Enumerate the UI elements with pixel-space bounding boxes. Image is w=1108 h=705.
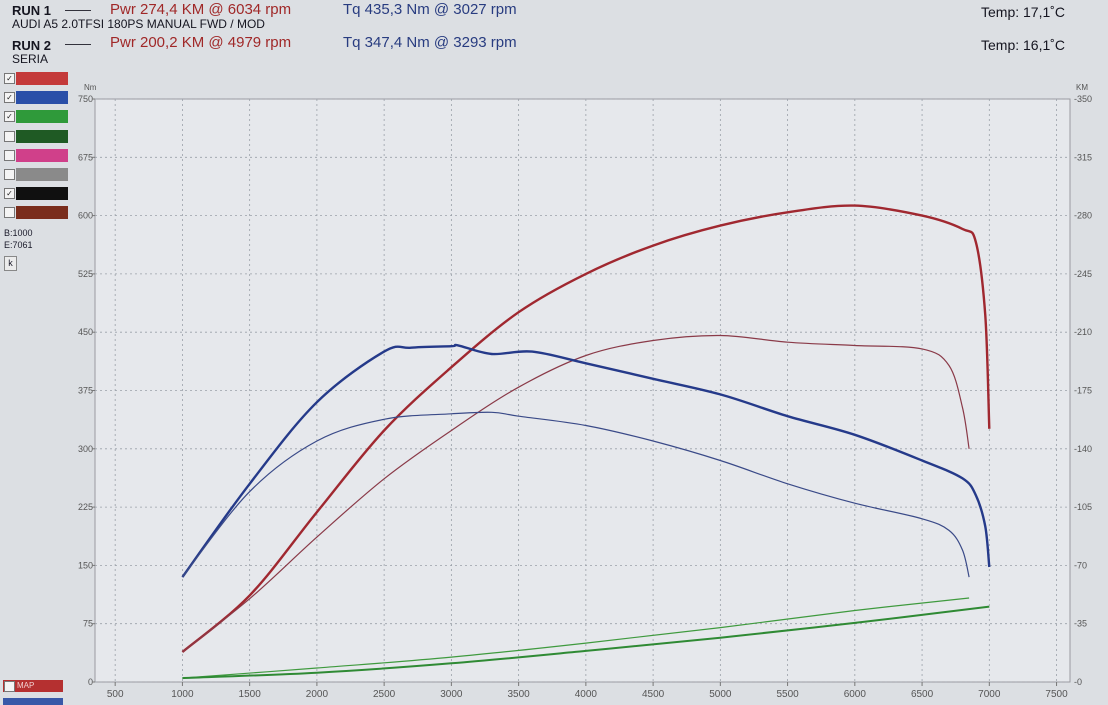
right-tick-label: -0	[1074, 677, 1082, 687]
legend-swatch-2[interactable]: ✓	[3, 91, 68, 105]
run1-power: Pwr 274,4 KM @ 6034 rpm	[110, 1, 292, 18]
x-tick-label: 500	[107, 689, 124, 700]
run1-description: AUDI A5 2.0TFSI 180PS MANUAL FWD / MOD	[12, 17, 265, 31]
legend-swatch-3[interactable]: ✓	[3, 110, 68, 124]
series-line-5	[182, 597, 970, 679]
x-tick-label: 2500	[373, 689, 396, 700]
legend-checkbox[interactable]	[4, 130, 15, 142]
left-axis-ticks: 0 75 150 225 300 375 450 525 600 675 750	[78, 94, 95, 687]
legend-swatch-8[interactable]	[3, 206, 68, 220]
legend-color-swatch	[16, 91, 68, 105]
x-tick-label: 3500	[507, 689, 530, 700]
x-tick-label: 7000	[978, 689, 1001, 700]
right-tick-label: -350	[1074, 94, 1092, 104]
k-button[interactable]: k	[4, 256, 17, 271]
legend-color-swatch	[16, 129, 68, 143]
run2-description: SERIA	[12, 52, 49, 66]
left-tick-label: 600	[78, 211, 93, 221]
map-toggle-2[interactable]	[3, 698, 63, 705]
legend-checkbox[interactable]	[4, 207, 15, 219]
x-tick-label: 4500	[642, 689, 665, 700]
right-tick-label: -280	[1074, 211, 1092, 221]
right-tick-label: -175	[1074, 386, 1092, 396]
legend-swatch-5[interactable]	[3, 148, 68, 162]
left-tick-label: 375	[78, 386, 93, 396]
x-tick-label: 1000	[171, 689, 194, 700]
grid	[95, 98, 1070, 683]
left-axis-unit: Nm	[84, 83, 97, 92]
left-tick-label: 300	[78, 444, 93, 454]
right-axis-unit: KM	[1076, 83, 1088, 92]
right-tick-label: -315	[1074, 152, 1092, 162]
legend-checkbox[interactable]	[4, 149, 15, 161]
run2-temp: Temp: 16,1˚C	[981, 37, 1066, 53]
plot-background	[94, 98, 1071, 683]
legend-swatch-6[interactable]	[3, 168, 68, 181]
map-toggle[interactable]: MAP	[3, 680, 63, 692]
run-header: RUN 1 —— Pwr 274,4 KM @ 6034 rpm Tq 435,…	[0, 0, 1108, 70]
legend-color-swatch	[16, 206, 68, 220]
right-tick-label: -210	[1074, 327, 1092, 337]
legend-checkbox[interactable]: ✓	[4, 111, 15, 123]
run2-power: Pwr 200,2 KM @ 4979 rpm	[110, 34, 292, 51]
legend-swatch-7[interactable]: ✓	[3, 187, 68, 201]
left-tick-label: 225	[78, 502, 93, 512]
right-tick-label: -35	[1074, 619, 1087, 629]
legend-color-swatch	[16, 110, 68, 124]
run2-line-sample: ——	[65, 36, 91, 51]
legend-checkbox[interactable]	[4, 169, 15, 180]
legend-color-swatch	[16, 168, 68, 181]
map-label: MAP	[17, 681, 35, 690]
map-checkbox[interactable]	[4, 681, 15, 692]
x-tick-label: 3000	[440, 689, 463, 700]
end-rpm: E:7061	[4, 240, 33, 250]
x-tick-label: 5000	[709, 689, 732, 700]
legend-color-swatch	[16, 187, 68, 201]
series-line-6	[182, 605, 990, 680]
run1-label: RUN 1	[12, 3, 52, 18]
series-line-1	[181, 204, 991, 653]
right-axis-ticks: -0 -35 -70 -105 -140 -175 -210 -245 -280 -315 -350	[1074, 94, 1092, 687]
left-tick-label: 75	[83, 619, 93, 629]
left-tick-label: 750	[78, 94, 93, 104]
left-tick-label: 150	[78, 560, 93, 570]
legend-swatch-4[interactable]	[3, 129, 68, 143]
run1-line-sample: ——	[65, 2, 91, 17]
right-tick-label: -140	[1074, 444, 1092, 454]
x-tick-label: 5500	[776, 689, 799, 700]
x-tick-label: 6500	[911, 689, 934, 700]
x-axis-ticks: 500 1000 1500 2000 2500 3000 3500 4000 4500 5000 5…	[107, 682, 1068, 700]
legend-swatch-1[interactable]: ✓	[3, 72, 68, 85]
left-tick-label: 450	[78, 327, 93, 337]
begin-rpm: B:1000	[4, 228, 33, 238]
left-tick-label: 525	[78, 269, 93, 279]
legend-checkbox[interactable]: ✓	[4, 92, 15, 104]
series-line-2	[182, 334, 970, 653]
right-tick-label: -105	[1074, 502, 1092, 512]
legend-color-swatch	[16, 148, 68, 162]
x-tick-label: 2000	[306, 689, 329, 700]
x-tick-label: 6000	[844, 689, 867, 700]
run1-temp: Temp: 17,1˚C	[981, 4, 1066, 20]
run2-label: RUN 2	[12, 38, 52, 53]
x-tick-label: 7500	[1045, 689, 1068, 700]
right-tick-label: -70	[1074, 560, 1087, 570]
legend-color-swatch	[16, 72, 68, 85]
run2-torque: Tq 347,4 Nm @ 3293 rpm	[343, 34, 517, 51]
right-tick-label: -245	[1074, 269, 1092, 279]
left-tick-label: 675	[78, 152, 93, 162]
series-line-3	[181, 343, 991, 578]
left-tick-label: 0	[88, 677, 93, 687]
run1-torque: Tq 435,3 Nm @ 3027 rpm	[343, 1, 517, 18]
x-tick-label: 1500	[239, 689, 262, 700]
series-lines	[181, 204, 991, 680]
legend-checkbox[interactable]: ✓	[4, 188, 15, 200]
x-tick-label: 4000	[575, 689, 598, 700]
legend-checkbox[interactable]: ✓	[4, 73, 15, 84]
series-line-4	[181, 411, 970, 578]
